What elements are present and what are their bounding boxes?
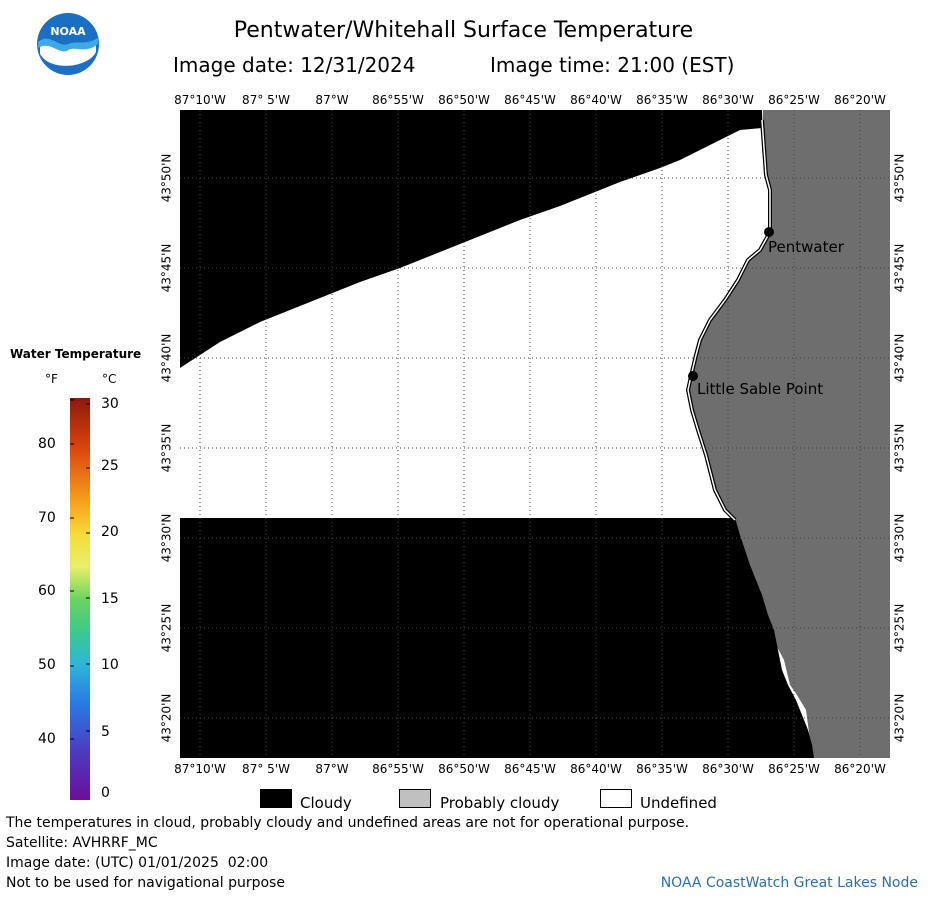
lat-tick: 43°50'N <box>892 153 907 203</box>
c-tick: 10 <box>101 657 119 673</box>
lat-tick: 43°30'N <box>892 513 907 563</box>
lat-tick: 43°25'N <box>892 603 907 653</box>
f-tick: 50 <box>38 657 56 673</box>
noaa-logo: NOAA <box>37 13 99 75</box>
undefined-label: Undefined <box>640 794 717 812</box>
colorbar <box>70 398 90 800</box>
lon-tick: 87°W <box>315 93 349 107</box>
lat-tick: 43°30'N <box>159 513 174 563</box>
image-date: Image date: 12/31/2024 <box>173 53 416 77</box>
probably-cloudy-swatch <box>399 789 431 808</box>
lon-tick: 86°35'W <box>636 93 688 107</box>
undefined-swatch <box>600 789 632 808</box>
lon-tick: 86°55'W <box>372 762 424 776</box>
lat-tick: 43°40'N <box>892 333 907 383</box>
lon-tick: 87° 5'W <box>242 93 290 107</box>
lat-tick: 43°35'N <box>892 423 907 473</box>
lon-tick: 86°45'W <box>504 93 556 107</box>
lon-tick: 86°45'W <box>504 762 556 776</box>
page-title: Pentwater/Whitehall Surface Temperature <box>233 18 694 43</box>
nav-warning: Not to be used for navigational purpose <box>6 875 285 891</box>
c-tick: 20 <box>101 524 119 540</box>
lon-tick: 86°20'W <box>834 762 886 776</box>
lat-tick: 43°25'N <box>159 603 174 653</box>
map <box>180 110 890 758</box>
lat-tick: 43°35'N <box>159 423 174 473</box>
lat-tick: 43°20'N <box>159 693 174 743</box>
c-tick: 15 <box>101 591 119 607</box>
land-area <box>688 110 890 758</box>
lat-tick: 43°45'N <box>159 243 174 293</box>
lat-tick: 43°40'N <box>159 333 174 383</box>
little-sable-marker <box>688 371 698 381</box>
image-time: Image time: 21:00 (EST) <box>490 53 735 77</box>
pentwater-label: Pentwater <box>768 238 844 256</box>
cloudy-label: Cloudy <box>300 794 352 812</box>
lon-tick: 86°25'W <box>768 762 820 776</box>
colorbar-unit-f: °F <box>45 372 58 386</box>
cloudy-swatch <box>260 789 292 808</box>
lon-tick: 86°20'W <box>834 93 886 107</box>
lon-tick: 86°35'W <box>636 762 688 776</box>
probably-cloudy-label: Probably cloudy <box>440 794 560 812</box>
lon-tick: 87°10'W <box>174 93 226 107</box>
lon-tick: 86°30'W <box>702 762 754 776</box>
lon-tick: 86°40'W <box>570 762 622 776</box>
lon-tick: 87°W <box>315 762 349 776</box>
pentwater-marker <box>764 227 774 237</box>
c-tick: 5 <box>101 724 110 740</box>
f-tick: 60 <box>38 583 56 599</box>
cloud-area-north <box>180 110 762 368</box>
lon-tick: 86°30'W <box>702 93 754 107</box>
disclaimer: The temperatures in cloud, probably clou… <box>6 815 690 831</box>
lon-tick: 86°25'W <box>768 93 820 107</box>
lon-tick: 86°50'W <box>438 762 490 776</box>
graticule <box>180 110 890 758</box>
lat-tick: 43°45'N <box>892 243 907 293</box>
c-tick: 30 <box>101 396 119 412</box>
f-tick: 70 <box>38 510 56 526</box>
little-sable-label: Little Sable Point <box>697 380 824 398</box>
colorbar-title: Water Temperature <box>10 347 142 361</box>
c-tick: 25 <box>101 458 119 474</box>
lon-tick: 86°55'W <box>372 93 424 107</box>
credit: NOAA CoastWatch Great Lakes Node <box>660 875 918 891</box>
utc-date: Image date: (UTC) 01/01/2025 02:00 <box>6 855 269 871</box>
lon-tick: 86°50'W <box>438 93 490 107</box>
lat-tick: 43°50'N <box>159 153 174 203</box>
satellite: Satellite: AVHRRF_MC <box>6 835 158 851</box>
lon-tick: 87°10'W <box>174 762 226 776</box>
f-tick: 40 <box>38 731 56 747</box>
lon-tick: 86°40'W <box>570 93 622 107</box>
c-tick: 0 <box>101 785 110 801</box>
lon-tick: 87° 5'W <box>242 762 290 776</box>
logo-text: NOAA <box>50 25 86 38</box>
f-tick: 80 <box>38 436 56 452</box>
colorbar-unit-c: °C <box>102 372 117 386</box>
cloud-area-south <box>180 518 814 758</box>
lat-tick: 43°20'N <box>892 693 907 743</box>
